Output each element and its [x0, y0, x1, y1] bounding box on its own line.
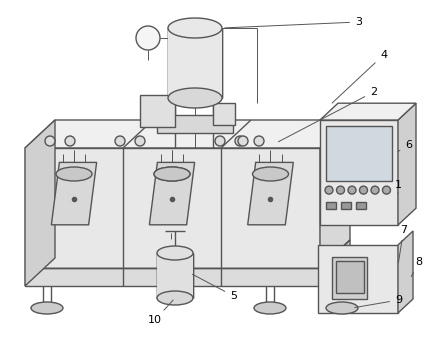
Ellipse shape: [154, 167, 190, 181]
Circle shape: [215, 136, 225, 146]
Bar: [25, 148, 320, 268]
Circle shape: [382, 186, 390, 194]
Text: 10: 10: [148, 300, 173, 325]
Bar: [157, 115, 233, 133]
Text: 1: 1: [395, 180, 402, 193]
Bar: [320, 120, 398, 225]
Text: 7: 7: [398, 225, 407, 263]
Ellipse shape: [31, 302, 63, 314]
Bar: [25, 268, 320, 286]
Circle shape: [238, 136, 248, 146]
Circle shape: [235, 136, 245, 146]
Circle shape: [136, 26, 160, 50]
Bar: [140, 95, 175, 127]
Ellipse shape: [254, 302, 286, 314]
Polygon shape: [320, 120, 350, 268]
Text: 3: 3: [225, 17, 362, 28]
Polygon shape: [51, 162, 97, 225]
Ellipse shape: [253, 167, 288, 181]
Circle shape: [45, 136, 55, 146]
Circle shape: [325, 186, 333, 194]
Circle shape: [337, 186, 345, 194]
Text: 2: 2: [279, 87, 377, 142]
Circle shape: [360, 186, 368, 194]
Bar: [318, 245, 398, 313]
Polygon shape: [320, 240, 350, 286]
Bar: [326, 126, 392, 181]
Ellipse shape: [56, 167, 92, 181]
Bar: [168, 28, 222, 98]
Ellipse shape: [157, 291, 193, 305]
Text: 4: 4: [332, 50, 387, 103]
Polygon shape: [398, 231, 413, 313]
Bar: [332, 257, 367, 299]
Polygon shape: [248, 162, 293, 225]
Bar: [326, 202, 336, 209]
Polygon shape: [398, 103, 416, 225]
Ellipse shape: [326, 302, 358, 314]
Circle shape: [65, 136, 75, 146]
Ellipse shape: [168, 18, 222, 38]
Polygon shape: [25, 120, 55, 286]
Circle shape: [371, 186, 379, 194]
Ellipse shape: [168, 88, 222, 108]
Ellipse shape: [157, 246, 193, 260]
Bar: [336, 261, 364, 293]
Bar: [356, 202, 366, 209]
Bar: [157, 253, 193, 298]
Text: 6: 6: [398, 140, 412, 152]
Polygon shape: [320, 103, 416, 120]
Text: 5: 5: [192, 274, 237, 301]
Bar: [341, 202, 351, 209]
Ellipse shape: [154, 167, 190, 181]
Circle shape: [135, 136, 145, 146]
Circle shape: [348, 186, 356, 194]
Circle shape: [115, 136, 125, 146]
Bar: [213, 103, 235, 125]
Polygon shape: [25, 120, 350, 148]
Text: 8: 8: [411, 257, 422, 277]
Polygon shape: [149, 162, 194, 225]
Text: 9: 9: [355, 295, 402, 308]
Circle shape: [254, 136, 264, 146]
